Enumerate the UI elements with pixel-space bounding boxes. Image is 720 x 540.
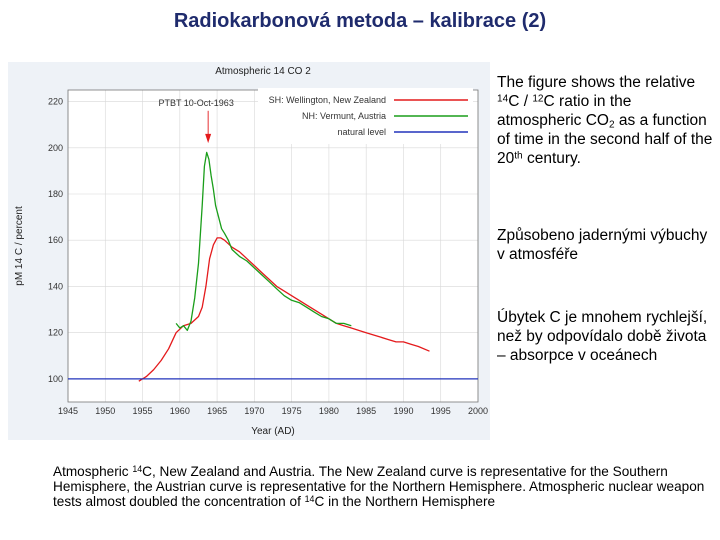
side-text-decline: Úbytek C je mnohem rychlejší, než by odp… [497,309,708,364]
y-tick-label-100: 100 [48,374,63,384]
chart-title: Atmospheric 14 CO 2 [215,66,311,77]
legend-label-2: natural level [337,127,386,137]
y-tick-label-220: 220 [48,97,63,107]
x-axis-title: Year (AD) [251,426,295,437]
chart-tick-labels: 1945 1950 1955 1960 1965 1970 1975 1980 1985 1990… [48,97,488,416]
y-tick-label-160: 160 [48,235,63,245]
x-tick-label-1970: 1970 [244,406,264,416]
x-tick-label-1955: 1955 [133,406,153,416]
y-axis-title: pM 14 C / percent [14,206,25,286]
chart-panel: 1945 1950 1955 1960 1965 1970 1975 1980 1985 1990… [8,62,490,440]
annotation-arrowhead [205,133,212,144]
chart-series [68,151,478,382]
legend-label-0: SH: Wellington, New Zealand [269,95,386,105]
x-tick-label-2000: 2000 [468,406,488,416]
x-tick-label-1980: 1980 [319,406,339,416]
x-tick-label-1995: 1995 [431,406,451,416]
y-tick-label-180: 180 [48,189,63,199]
side-text-description: The figure shows the relative 14C / 12C … [497,74,713,167]
chart-annotation: PTBT 10-Oct-1963 [158,98,234,144]
x-tick-label-1990: 1990 [393,406,413,416]
chart-svg: 1945 1950 1955 1960 1965 1970 1975 1980 1985 1990… [14,66,488,437]
y-tick-label-200: 200 [48,143,63,153]
x-tick-label-1985: 1985 [356,406,376,416]
chart-titles: Atmospheric 14 CO 2 Year (AD) pM 14 C / pe… [14,66,311,437]
y-tick-label-120: 120 [48,328,63,338]
series-line-nh-vermunt-austria [175,151,352,332]
x-tick-label-1960: 1960 [170,406,190,416]
side-text-cause: Způsobeno jadernými výbuchy v atmosféře [497,227,708,263]
x-tick-label-1950: 1950 [95,406,115,416]
figure-caption: Atmospheric 14C, New Zealand and Austria… [53,464,705,509]
x-tick-label-1945: 1945 [58,406,78,416]
x-tick-label-1965: 1965 [207,406,227,416]
series-line-sh-wellington-new-zealand [138,237,430,382]
y-tick-label-140: 140 [48,281,63,291]
legend-label-1: NH: Vermunt, Austria [302,111,386,121]
x-tick-label-1975: 1975 [282,406,302,416]
chart-legend: SH: Wellington, New Zealand NH: Vermunt, … [258,88,473,144]
annotation-label: PTBT 10-Oct-1963 [158,98,233,108]
slide-title: Radiokarbonová metoda – kalibrace (2) [173,10,547,32]
